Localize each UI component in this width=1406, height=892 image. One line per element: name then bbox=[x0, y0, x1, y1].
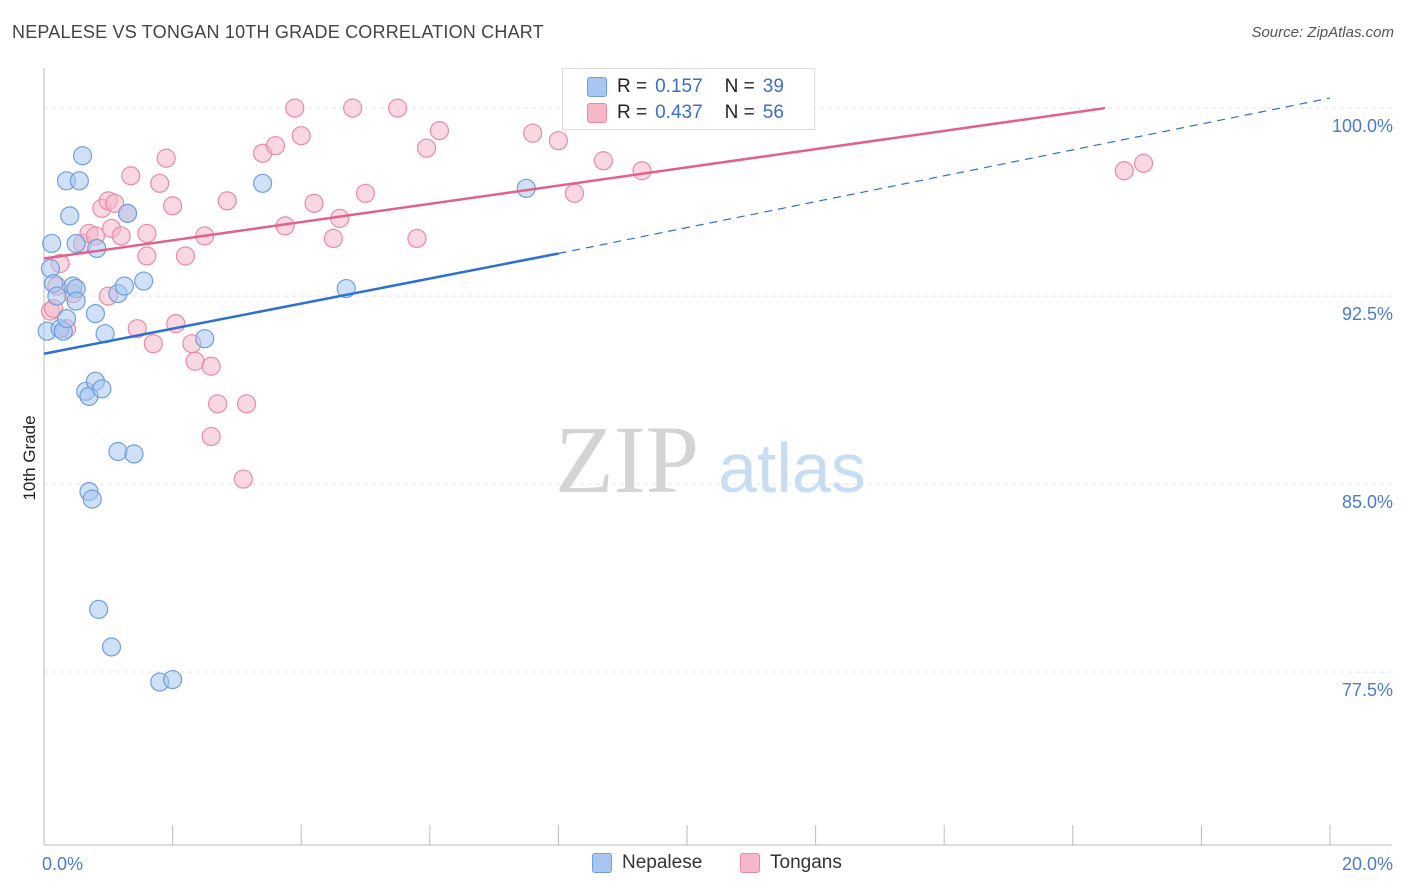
nepalese-point-35 bbox=[195, 329, 215, 349]
tongans-point-48 bbox=[429, 121, 450, 141]
nepalese-point-28 bbox=[108, 441, 128, 462]
tongans-point-38 bbox=[285, 98, 305, 118]
nepalese-point-20 bbox=[85, 304, 106, 324]
stats-row-nepalese: R = 0.157 N = 39 bbox=[587, 75, 784, 99]
tongans-point-21 bbox=[150, 173, 170, 193]
nepalese-n-value: 39 bbox=[762, 76, 784, 97]
nepalese-point-31 bbox=[124, 444, 144, 464]
tongans-point-30 bbox=[201, 426, 221, 447]
tongans-point-31 bbox=[208, 394, 228, 414]
source-label: Source: ZipAtlas.com bbox=[1251, 24, 1394, 41]
nepalese-swatch bbox=[587, 77, 607, 97]
tongans-n-label: N = bbox=[724, 102, 755, 123]
tongans-legend-swatch bbox=[740, 853, 760, 873]
legend-item-tongans[interactable]: Tongans bbox=[740, 852, 842, 874]
tongans-point-16 bbox=[121, 166, 141, 186]
tongans-point-29 bbox=[201, 356, 221, 376]
nepalese-legend-swatch bbox=[592, 853, 612, 873]
y-tick-label-1: 92.5% bbox=[1342, 304, 1393, 324]
tongans-point-41 bbox=[323, 228, 343, 249]
tongans-point-23 bbox=[163, 196, 183, 216]
tongans-point-18 bbox=[137, 223, 157, 244]
nepalese-point-22 bbox=[87, 238, 107, 259]
nepalese-r-value: 0.157 bbox=[655, 76, 703, 97]
watermark-zip: ZIP bbox=[555, 406, 699, 513]
tongans-point-19 bbox=[137, 246, 157, 266]
nepalese-point-8 bbox=[56, 309, 77, 329]
tongans-point-39 bbox=[291, 126, 311, 146]
tongans-point-51 bbox=[564, 183, 585, 203]
grid-lines bbox=[44, 107, 1392, 673]
tongans-point-22 bbox=[156, 148, 176, 168]
tongans-point-14 bbox=[111, 226, 131, 246]
tongans-point-27 bbox=[185, 351, 205, 371]
watermark-atlas: atlas bbox=[718, 429, 866, 507]
legend-label-nepalese: Nepalese bbox=[622, 852, 703, 873]
nepalese-trend-extension bbox=[558, 97, 1331, 255]
tongans-point-40 bbox=[304, 193, 324, 213]
nepalese-points bbox=[37, 146, 536, 692]
tongans-r-value: 0.437 bbox=[655, 102, 703, 123]
nepalese-point-32 bbox=[134, 271, 154, 291]
nepalese-point-13 bbox=[66, 291, 86, 311]
tick-labels: 100.0% 92.5% 85.0% 77.5% 0.0% 20.0% bbox=[42, 116, 1393, 874]
bottom-legend: Nepalese Tongans bbox=[0, 852, 1406, 878]
tongans-point-43 bbox=[343, 98, 363, 118]
tongans-point-17 bbox=[127, 319, 147, 339]
tongans-point-52 bbox=[593, 151, 614, 171]
tongans-point-53 bbox=[632, 161, 652, 181]
tongans-point-13 bbox=[105, 193, 125, 213]
nepalese-point-12 bbox=[66, 233, 86, 254]
nepalese-point-15 bbox=[72, 146, 93, 166]
stats-row-tongans: R = 0.437 N = 56 bbox=[587, 101, 784, 125]
trend-lines bbox=[43, 97, 1331, 355]
nepalese-point-29 bbox=[114, 276, 134, 296]
nepalese-point-14 bbox=[69, 171, 89, 191]
y-tick-label-3: 77.5% bbox=[1342, 680, 1393, 700]
axes bbox=[43, 68, 1392, 846]
tongans-n-value: 56 bbox=[762, 102, 784, 123]
tongans-point-54 bbox=[1114, 161, 1134, 181]
nepalese-point-30 bbox=[117, 203, 138, 223]
tongans-point-49 bbox=[523, 123, 543, 143]
y-tick-label-2: 85.0% bbox=[1342, 492, 1393, 512]
y-axis-label: 10th Grade bbox=[20, 415, 39, 500]
x-tick-label-1: 20.0% bbox=[1342, 854, 1393, 874]
nepalese-trend-line bbox=[43, 252, 559, 355]
legend-label-tongans: Tongans bbox=[770, 852, 842, 873]
x-tick-label-0: 0.0% bbox=[42, 854, 83, 874]
nepalese-point-2 bbox=[42, 233, 62, 254]
tongans-point-45 bbox=[388, 98, 408, 118]
tongans-swatch bbox=[587, 103, 607, 123]
nepalese-point-4 bbox=[47, 286, 67, 306]
tongans-point-34 bbox=[236, 394, 257, 414]
tongans-point-25 bbox=[175, 246, 196, 266]
tongans-point-20 bbox=[143, 334, 163, 354]
tongans-point-33 bbox=[233, 469, 253, 489]
nepalese-point-34 bbox=[163, 669, 183, 690]
tongans-r-label: R = bbox=[617, 102, 648, 123]
tongans-point-50 bbox=[548, 131, 569, 151]
nepalese-n-label: N = bbox=[724, 76, 755, 97]
nepalese-point-9 bbox=[60, 206, 80, 226]
tongans-point-55 bbox=[1133, 153, 1154, 173]
nepalese-point-19 bbox=[82, 489, 102, 509]
tongans-point-46 bbox=[407, 228, 427, 249]
tongans-point-47 bbox=[416, 138, 437, 158]
nepalese-point-24 bbox=[92, 379, 112, 399]
legend-item-nepalese[interactable]: Nepalese bbox=[592, 852, 702, 874]
stats-legend: R = 0.157 N = 39 R = 0.437 N = 56 bbox=[562, 68, 815, 130]
nepalese-point-23 bbox=[89, 599, 109, 619]
y-tick-label-0: 100.0% bbox=[1332, 116, 1393, 136]
nepalese-r-label: R = bbox=[617, 76, 648, 97]
tongans-point-36 bbox=[265, 136, 286, 156]
tongans-trend-line bbox=[43, 106, 1106, 260]
tongans-point-44 bbox=[355, 183, 376, 203]
nepalese-point-36 bbox=[253, 173, 273, 193]
chart-title: NEPALESE VS TONGAN 10TH GRADE CORRELATIO… bbox=[12, 22, 544, 42]
tongans-point-32 bbox=[217, 191, 237, 211]
nepalese-point-26 bbox=[101, 637, 122, 657]
